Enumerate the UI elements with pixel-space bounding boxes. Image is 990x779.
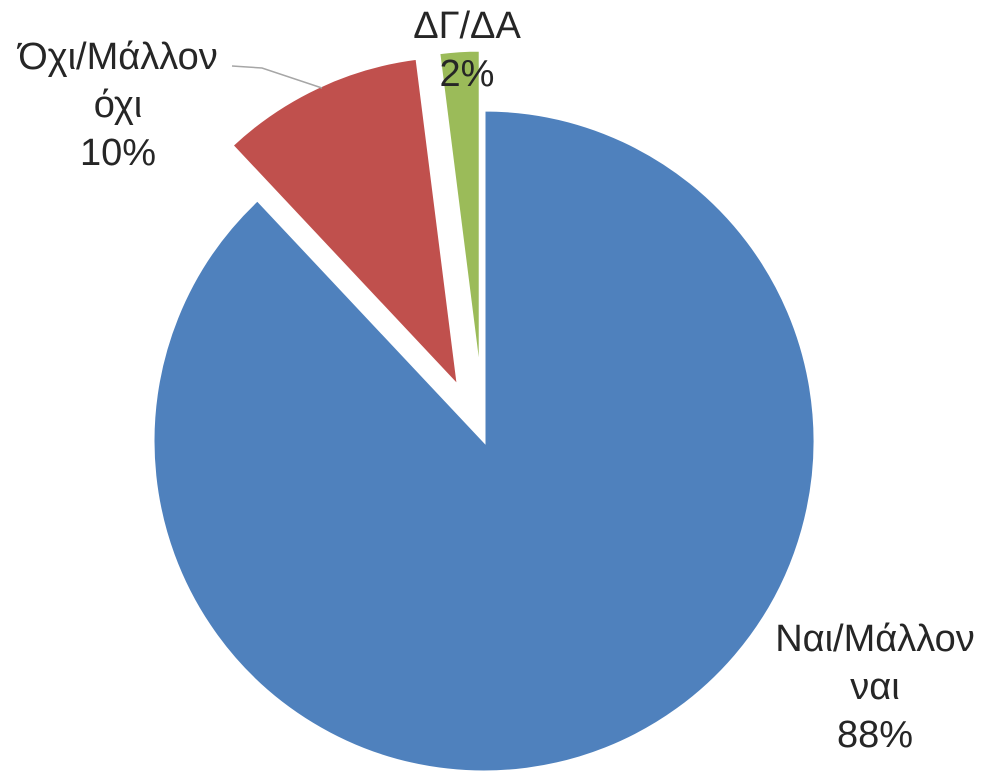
value-label: 88% — [836, 714, 914, 756]
value-label: 2% — [439, 53, 495, 95]
pie-slice — [437, 48, 482, 382]
slice-label: ΔΓ/ΔΑ 2% — [352, 2, 582, 98]
category-label: Όχι/Μάλλον όχι — [18, 36, 218, 126]
leader-line — [231, 65, 323, 89]
category-label: ΔΓ/ΔΑ — [413, 5, 521, 47]
pie-slice — [151, 108, 817, 774]
slice-label: Ναι/Μάλλον ναι 88% — [760, 615, 990, 759]
value-label: 10% — [79, 132, 157, 174]
category-label: Ναι/Μάλλον ναι — [775, 618, 975, 708]
slice-label: Όχι/Μάλλον όχι 10% — [3, 33, 233, 177]
